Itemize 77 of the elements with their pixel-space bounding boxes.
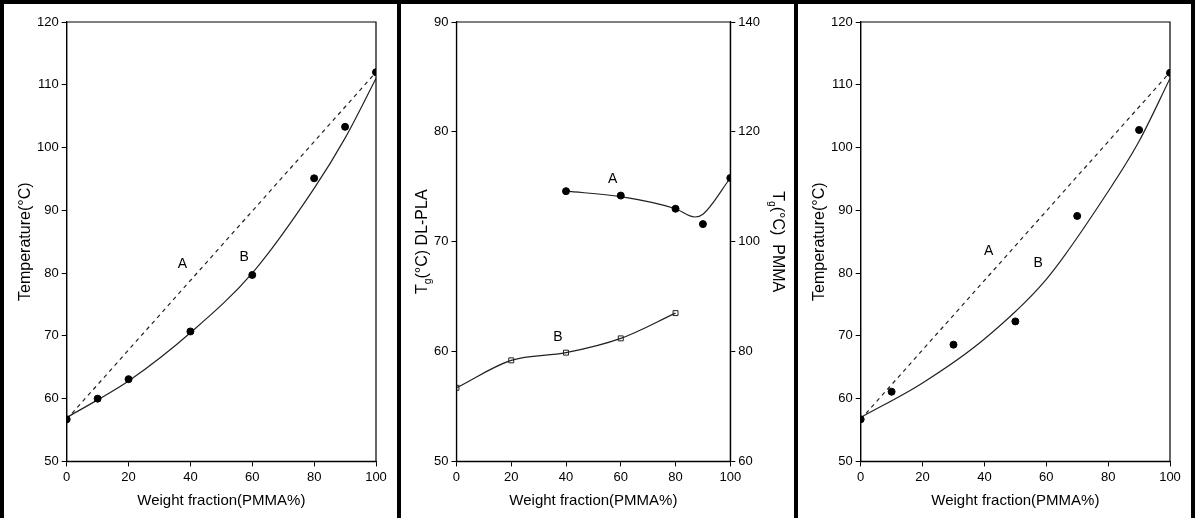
annotation: A (177, 255, 188, 272)
y-tick-label: 100 (36, 139, 59, 155)
y-tick-label: 90 (838, 201, 853, 217)
point (508, 357, 515, 364)
point (1011, 317, 1020, 326)
y-tick-label: 100 (830, 139, 853, 155)
y-tick-label: 80 (838, 264, 853, 280)
point (698, 220, 707, 229)
point (672, 310, 679, 317)
annotation: B (239, 247, 249, 264)
y-tick-label: 70 (838, 327, 853, 343)
x-tick-label: 40 (558, 468, 574, 484)
x-tick-label: 100 (1159, 468, 1181, 484)
x-tick-label: 60 (1039, 468, 1054, 484)
y-tick-label: 50 (44, 452, 59, 468)
point (341, 122, 350, 131)
x-tick-label: 100 (719, 468, 742, 484)
annotation: A (608, 170, 619, 187)
point (124, 375, 133, 384)
x-tick-label: 0 (452, 468, 461, 484)
x-tick-label: 60 (245, 468, 260, 484)
x-tick-label: 80 (1100, 468, 1116, 484)
x-tick-label: 80 (306, 468, 322, 484)
y-tick-label: 60 (433, 343, 449, 359)
x-tick-label: 20 (121, 468, 136, 484)
point (186, 327, 195, 336)
x-tick-label: 100 (365, 468, 387, 484)
annotation: B (1033, 254, 1043, 271)
y-tick-label: 60 (44, 390, 59, 406)
x-tick-label: 0 (857, 468, 865, 484)
point (93, 394, 102, 403)
y-tick-label: 120 (830, 13, 853, 29)
y2-tick-label: 120 (738, 123, 761, 139)
y2-axis-title: Tg(°C) PMMA (766, 191, 787, 293)
y2-tick-label: 80 (738, 343, 753, 359)
point (616, 191, 625, 200)
point (1135, 125, 1144, 134)
x-tick-label: 40 (977, 468, 992, 484)
y-tick-label: 70 (433, 233, 449, 249)
y-tick-label: 90 (44, 201, 59, 217)
line-series (456, 310, 679, 391)
annotation: A (984, 241, 995, 258)
y-tick-label: 80 (44, 264, 59, 280)
y2-tick-label: 140 (738, 13, 761, 29)
y2-tick-label: 100 (738, 233, 761, 249)
x-axis-title: Weight fraction(PMMA%) (931, 491, 1100, 509)
x-tick-label: 80 (668, 468, 683, 484)
x-axis-title: Weight fraction(PMMA%) (137, 491, 306, 509)
y2-tick-label: 60 (738, 452, 753, 468)
point (310, 174, 319, 183)
x-tick-label: 0 (63, 468, 71, 484)
x-axis-title: Weight fraction(PMMA%) (509, 491, 678, 509)
y-tick-label: 80 (433, 123, 449, 139)
x-tick-label: 60 (613, 468, 628, 484)
y-tick-label: 90 (433, 13, 449, 29)
y-tick-label: 60 (838, 390, 853, 406)
point (671, 204, 680, 213)
point (617, 335, 624, 342)
y-axis-title: Tg(°C) DL-PLA (413, 189, 434, 295)
x-tick-label: 20 (504, 468, 519, 484)
point (949, 340, 958, 349)
point (563, 349, 569, 356)
y-tick-label: 120 (36, 13, 59, 29)
x-tick-label: 20 (915, 468, 930, 484)
y-tick-label: 50 (433, 452, 449, 468)
annotation: B (553, 327, 563, 344)
point (887, 387, 896, 396)
point (1073, 211, 1082, 220)
y-axis-title: Temperature(°C) (16, 182, 34, 301)
x-tick-label: 40 (183, 468, 198, 484)
y-tick-label: 110 (37, 76, 59, 92)
y-tick-label: 50 (838, 452, 853, 468)
y-tick-label: 70 (44, 327, 59, 343)
y-tick-label: 110 (831, 76, 853, 92)
point (248, 270, 257, 279)
y-axis-title: Temperature(°C) (810, 182, 828, 301)
point (562, 187, 570, 196)
